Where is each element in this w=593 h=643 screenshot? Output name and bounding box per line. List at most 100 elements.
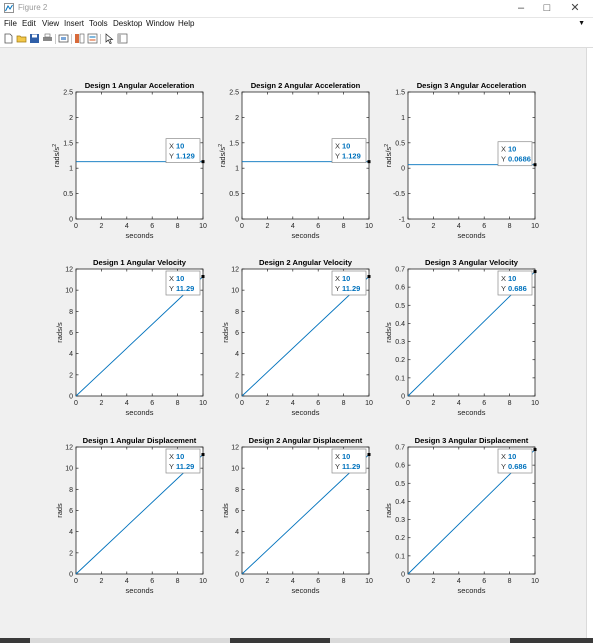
datatip-x-value: 10	[508, 145, 516, 154]
datatip-y-label: Y	[501, 284, 506, 293]
save-icon[interactable]	[29, 33, 40, 44]
datatip-marker[interactable]	[201, 275, 205, 279]
datatip-box[interactable]	[331, 448, 367, 474]
menu-overflow-arrow-icon[interactable]: ▼	[578, 20, 585, 27]
menu-help[interactable]: Help	[178, 19, 195, 28]
maximize-button[interactable]: □	[543, 2, 551, 14]
datatip-box[interactable]	[165, 270, 201, 296]
y-tick-label: 0.5	[395, 303, 405, 310]
y-tick-label: 2	[235, 115, 239, 122]
datatip-y-label: Y	[335, 462, 340, 471]
y-axis-label-superscript: 2	[384, 144, 390, 147]
series-line-velocity[interactable]	[241, 276, 370, 397]
x-tick-label: 0	[240, 223, 244, 230]
datatip-x-value: 10	[342, 274, 350, 283]
menu-edit[interactable]: Edit	[22, 19, 36, 28]
y-axis-label: rads/s2	[52, 144, 61, 168]
datatip-y-value: 1.129	[176, 152, 195, 161]
insert-colorbar-icon[interactable]	[74, 33, 85, 44]
datatip-marker[interactable]	[533, 163, 537, 167]
y-tick-label: 0	[401, 166, 405, 173]
x-tick-label: 6	[482, 400, 486, 407]
y-tick-label: 0.5	[395, 481, 405, 488]
new-figure-icon[interactable]	[3, 33, 14, 44]
insert-legend-icon[interactable]	[87, 33, 98, 44]
x-tick-label: 4	[125, 223, 129, 230]
x-tick-label: 0	[74, 578, 78, 585]
datatip-y-value: 11.29	[342, 462, 360, 471]
x-tick-label: 8	[508, 578, 512, 585]
datatip-marker[interactable]	[201, 453, 205, 457]
y-tick-label: 0.5	[229, 191, 239, 198]
datatip-marker[interactable]	[201, 160, 205, 164]
x-tick-label: 6	[316, 578, 320, 585]
y-tick-label: 0.7	[395, 445, 405, 452]
datatip-x-label: X	[501, 145, 506, 154]
menu-file[interactable]: File	[4, 19, 17, 28]
datatip-y-value: 11.29	[342, 284, 360, 293]
x-tick-label: 4	[125, 578, 129, 585]
x-axis-label: seconds	[126, 586, 154, 595]
menu-window[interactable]: Window	[146, 19, 175, 28]
datatip-box[interactable]	[165, 448, 201, 474]
minimize-button[interactable]: –	[517, 2, 525, 14]
y-axis-label-base: rads/s	[384, 147, 393, 168]
datatip-y-value: 0.686	[508, 284, 527, 293]
y-tick-label: 0.7	[395, 267, 405, 274]
matlab-figure-icon	[4, 3, 14, 13]
x-tick-label: 8	[176, 223, 180, 230]
datatip-box[interactable]	[165, 138, 201, 163]
datatip-y-label: Y	[501, 462, 506, 471]
y-tick-label: 0.6	[395, 463, 405, 470]
menu-insert[interactable]: Insert	[64, 19, 85, 28]
x-axis-label: seconds	[458, 408, 486, 417]
y-tick-label: 0	[401, 394, 405, 401]
datatip-box[interactable]	[497, 448, 533, 474]
x-tick-label: 2	[431, 400, 435, 407]
datatip-box[interactable]	[331, 270, 367, 296]
link-plot-icon[interactable]	[58, 33, 69, 44]
x-tick-label: 0	[240, 400, 244, 407]
y-tick-label: 2	[69, 550, 73, 557]
datatip-marker[interactable]	[367, 275, 371, 279]
datatip-y-label: Y	[501, 155, 506, 164]
y-axis-label: rads	[221, 503, 230, 518]
edit-plot-icon[interactable]	[104, 33, 115, 44]
datatip-marker[interactable]	[367, 160, 371, 164]
datatip-box[interactable]	[497, 141, 533, 167]
y-tick-label: 1.5	[229, 140, 239, 147]
series-line-displacement[interactable]	[241, 454, 370, 575]
datatip-y-label: Y	[169, 152, 174, 161]
datatip-x-label: X	[169, 142, 174, 151]
print-icon[interactable]	[42, 33, 53, 44]
open-file-icon[interactable]	[16, 33, 27, 44]
y-tick-label: 12	[231, 267, 239, 274]
datatip-marker[interactable]	[367, 453, 371, 457]
plot-title: Design 2 Angular Acceleration	[251, 81, 361, 90]
x-tick-label: 4	[291, 223, 295, 230]
menu-tools[interactable]: Tools	[89, 19, 108, 28]
datatip-box[interactable]	[331, 138, 367, 163]
x-axis-label: seconds	[126, 408, 154, 417]
close-button[interactable]: ✕	[570, 2, 580, 14]
datatip-marker[interactable]	[533, 270, 537, 274]
y-axis-label: rads	[55, 503, 64, 518]
datatip-x-value: 10	[342, 452, 350, 461]
plot-title: Design 3 Angular Acceleration	[417, 81, 527, 90]
menu-view[interactable]: View	[42, 19, 60, 28]
menu-desktop[interactable]: Desktop	[113, 19, 143, 28]
plot-title: Design 2 Angular Displacement	[249, 436, 363, 445]
y-tick-label: 0.1	[395, 553, 405, 560]
y-tick-label: -0.5	[393, 191, 405, 198]
series-line-velocity[interactable]	[75, 276, 204, 397]
y-axis-label: rads/s	[55, 322, 64, 343]
datatip-box[interactable]	[497, 270, 533, 296]
series-line-displacement[interactable]	[75, 454, 204, 575]
y-tick-label: 1	[69, 166, 73, 173]
property-inspector-icon[interactable]	[117, 33, 128, 44]
y-tick-label: 10	[65, 466, 73, 473]
y-tick-label: 2	[235, 550, 239, 557]
x-tick-label: 6	[482, 223, 486, 230]
y-tick-label: 10	[231, 288, 239, 295]
datatip-marker[interactable]	[533, 448, 537, 452]
